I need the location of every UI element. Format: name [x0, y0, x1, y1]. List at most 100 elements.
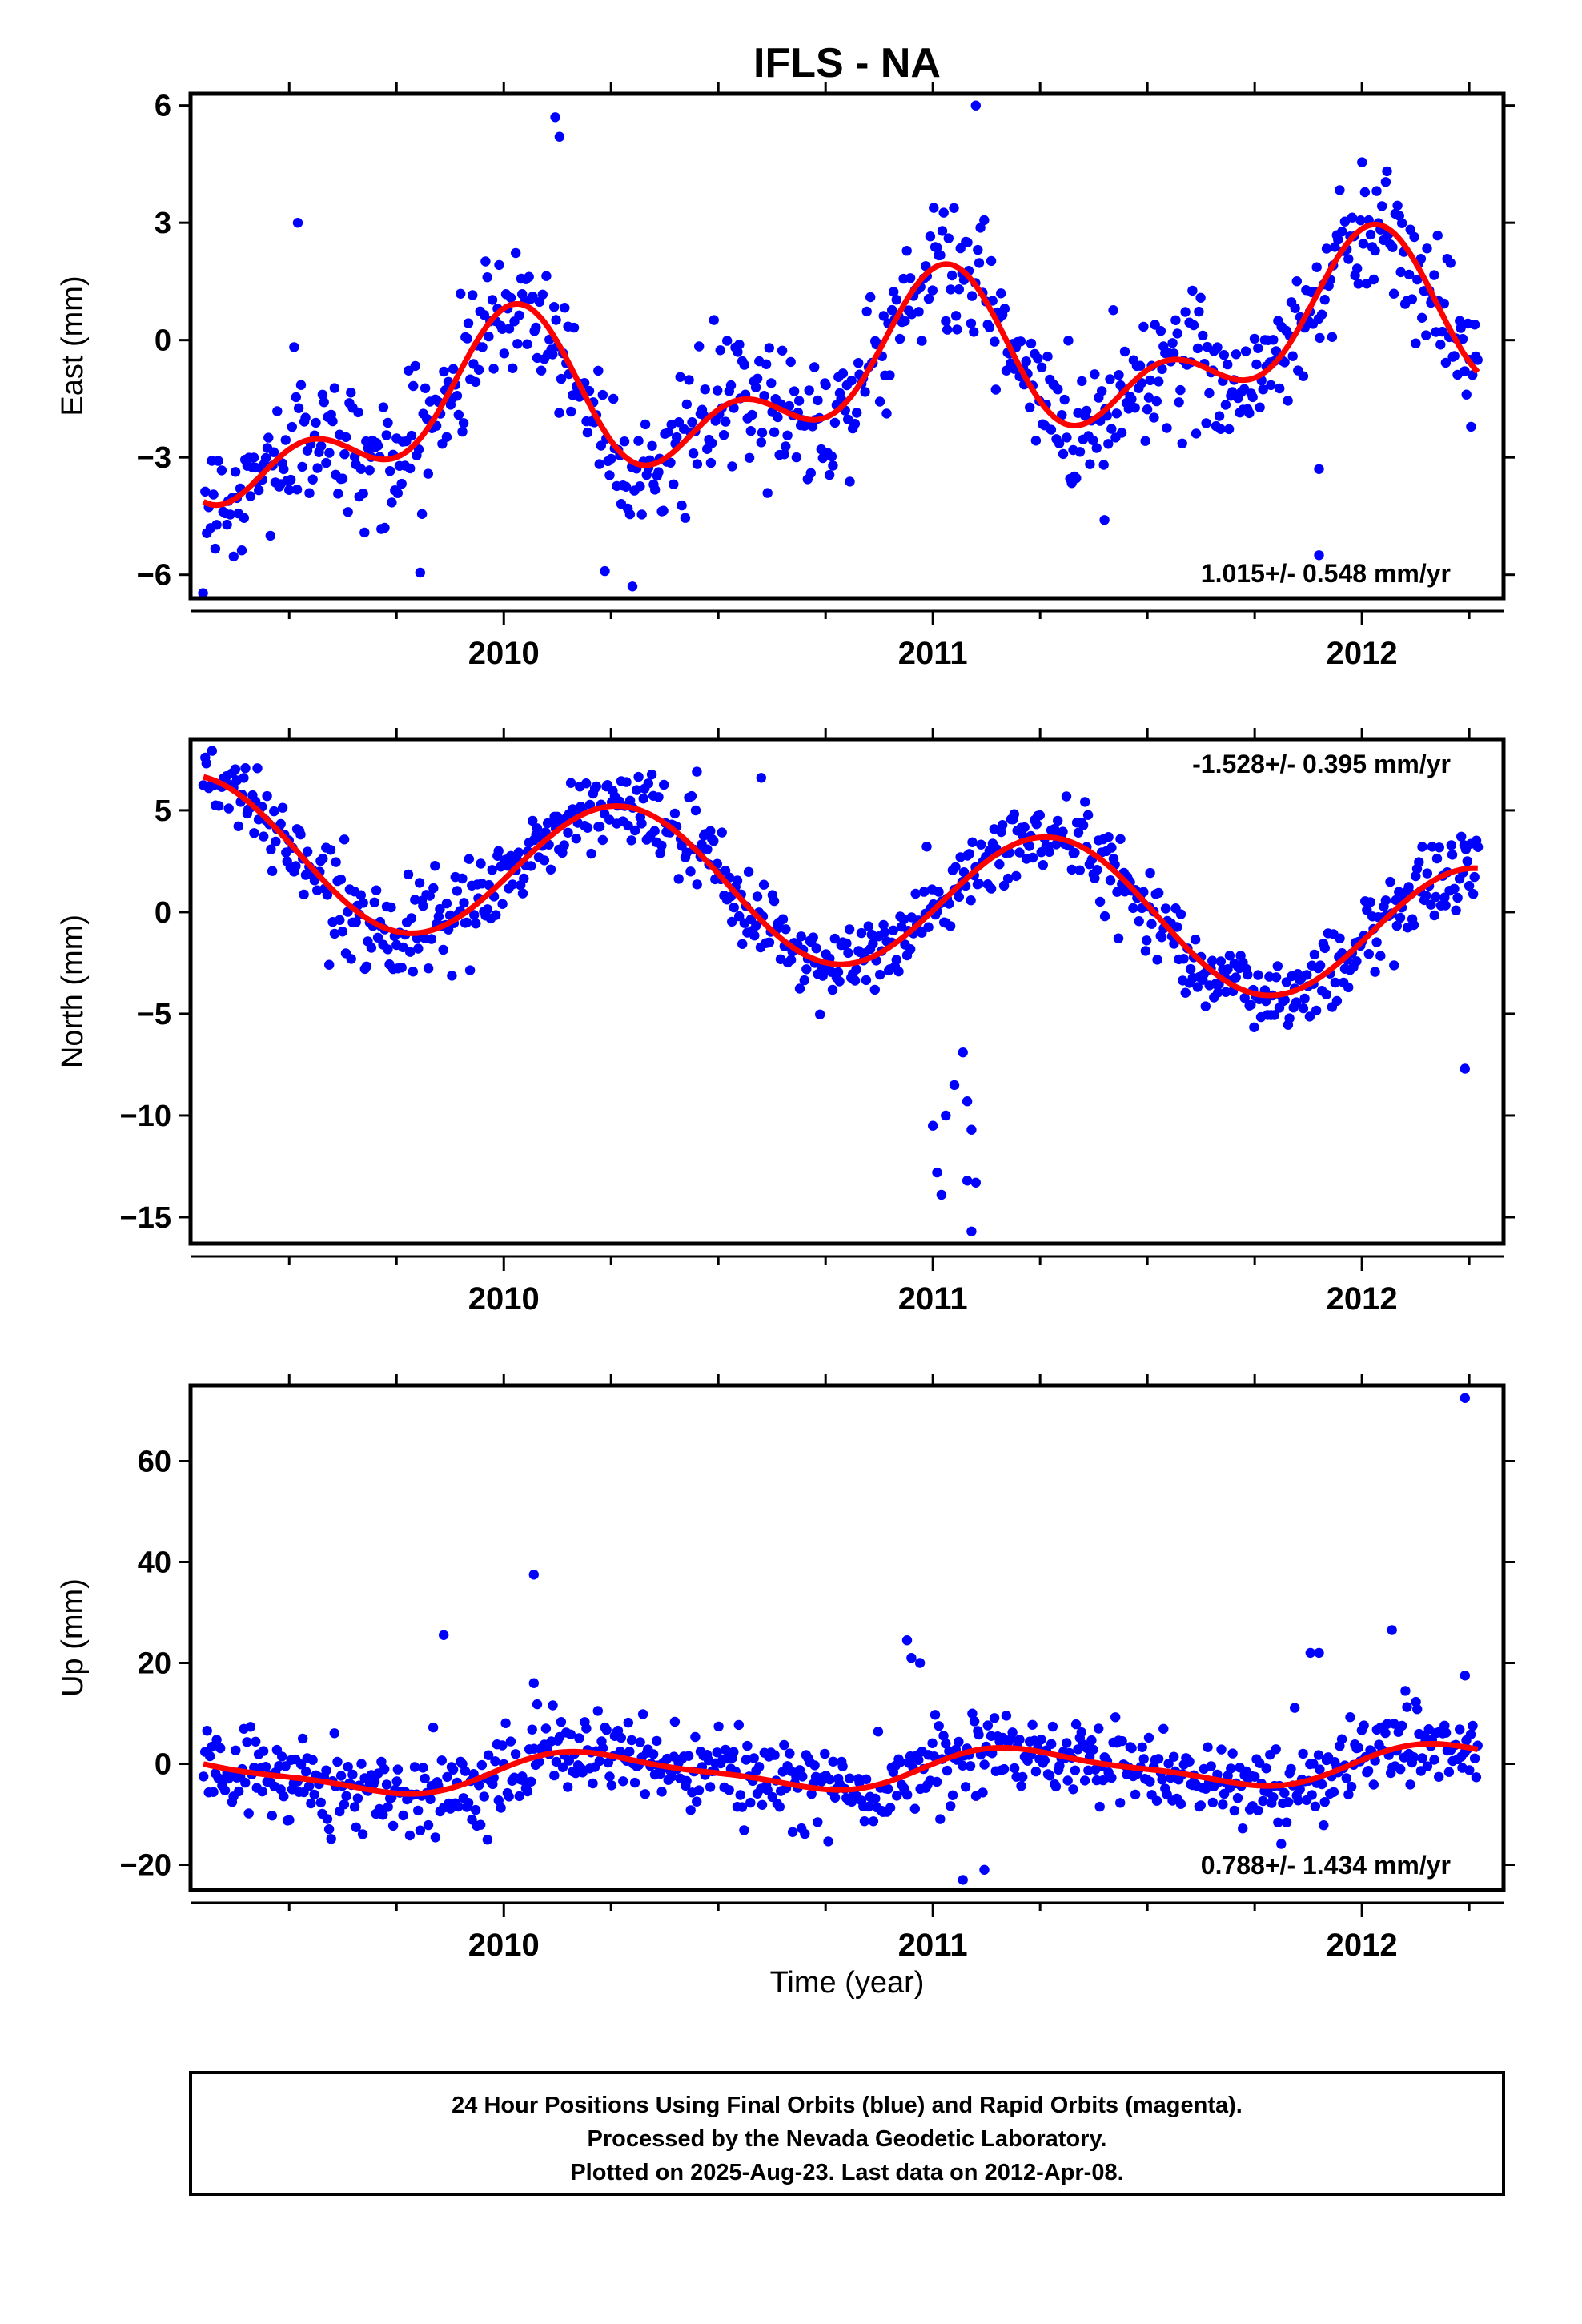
east-point	[488, 364, 499, 374]
up-point	[1336, 1734, 1347, 1744]
up-point	[505, 1736, 516, 1747]
east-point	[722, 336, 733, 346]
up-point	[1271, 1744, 1281, 1755]
east-point	[358, 489, 368, 499]
north-point	[1414, 857, 1424, 867]
east-point	[894, 333, 905, 344]
up-ylabel: Up (mm)	[56, 1578, 90, 1697]
up-point	[298, 1733, 308, 1744]
up-point	[724, 1785, 734, 1795]
east-point	[762, 488, 773, 498]
up-point	[769, 1750, 780, 1760]
east-point	[452, 391, 463, 401]
east-point	[1412, 274, 1423, 285]
east-point	[952, 324, 962, 335]
up-point	[779, 1739, 789, 1751]
up-point	[497, 1740, 508, 1751]
east-point	[1365, 229, 1376, 240]
east-point	[300, 412, 311, 423]
north-point	[758, 879, 769, 890]
east-point	[596, 440, 606, 451]
footer-line-3: Plotted on 2025-Aug-23. Last data on 201…	[570, 2160, 1123, 2185]
north-point	[1058, 826, 1068, 837]
east-point	[829, 417, 841, 428]
up-rate-label: 0.788+/- 1.434 mm/yr	[1201, 1851, 1451, 1880]
east-point	[946, 284, 956, 295]
east-point	[286, 474, 296, 485]
up-point	[828, 1756, 838, 1767]
north-ylabel: North (mm)	[56, 915, 90, 1068]
up-point	[564, 1755, 574, 1766]
up-point	[974, 1729, 984, 1740]
north-point	[734, 911, 745, 922]
up-point	[669, 1716, 681, 1727]
north-point	[275, 818, 286, 830]
east-point	[200, 486, 211, 497]
east-point	[757, 428, 768, 438]
north-point	[966, 1124, 977, 1135]
up-point	[690, 1731, 701, 1743]
north-point	[781, 924, 791, 935]
east-point	[709, 315, 719, 325]
north-point	[743, 866, 754, 878]
north-point	[690, 805, 701, 816]
east-point	[385, 466, 396, 476]
up-point	[1079, 1775, 1090, 1786]
east-point	[468, 290, 478, 300]
north-point	[597, 834, 608, 846]
up-point	[969, 1716, 980, 1727]
up-point	[902, 1790, 913, 1800]
up-point	[381, 1779, 392, 1790]
north-point	[1009, 809, 1020, 819]
east-point	[554, 408, 564, 418]
east-point	[680, 513, 691, 523]
east-point	[346, 388, 356, 398]
north-point	[1385, 876, 1395, 887]
north-point	[1302, 970, 1312, 980]
north-point	[1271, 972, 1282, 983]
up-point	[1227, 1748, 1238, 1759]
up-point	[859, 1816, 870, 1827]
up-point	[1046, 1739, 1057, 1749]
up-point	[712, 1747, 722, 1758]
east-point	[1167, 338, 1178, 348]
east-point	[1247, 392, 1258, 403]
east-point	[935, 250, 946, 260]
north-point	[962, 1096, 973, 1107]
north-point	[692, 879, 702, 890]
up-point	[829, 1792, 841, 1803]
up-point	[954, 1736, 964, 1747]
north-point	[923, 922, 934, 932]
up-point	[861, 1774, 872, 1784]
up-point	[522, 1786, 533, 1797]
up-point	[1307, 1790, 1317, 1800]
north-point	[1246, 999, 1256, 1011]
east-point	[439, 366, 449, 377]
up-point	[629, 1777, 640, 1788]
up-point	[215, 1743, 226, 1754]
north-point	[1070, 847, 1080, 858]
north-point	[508, 879, 518, 890]
north-point	[623, 820, 633, 831]
north-point	[1090, 873, 1100, 883]
north-point	[1239, 993, 1250, 1003]
up-point	[693, 1785, 705, 1795]
east-point	[756, 437, 766, 448]
east-point	[1231, 349, 1242, 360]
up-point	[1319, 1797, 1330, 1807]
up-point	[1110, 1712, 1121, 1723]
east-point	[387, 497, 397, 508]
up-point	[1293, 1795, 1303, 1806]
east-point	[1108, 305, 1118, 316]
east-point	[1212, 342, 1223, 352]
footer-frame	[189, 2071, 1505, 2196]
x-axis-label: Time (year)	[770, 1966, 925, 2000]
east-point	[865, 292, 876, 303]
east-point	[917, 336, 927, 346]
north-point	[1156, 932, 1167, 943]
up-point	[1460, 1671, 1471, 1681]
east-point	[1321, 243, 1332, 254]
north-point	[752, 891, 763, 902]
up-point	[594, 1755, 605, 1767]
north-point	[318, 854, 328, 864]
